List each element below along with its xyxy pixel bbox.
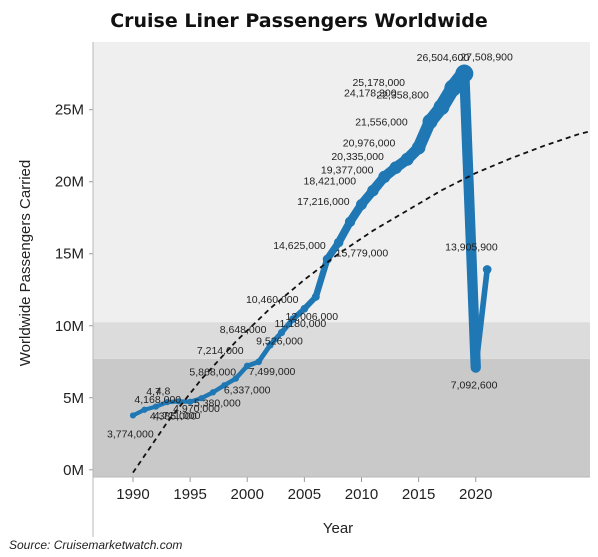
background-band <box>93 358 590 477</box>
source-note: Source: Cruisemarketwatch.com <box>9 538 183 552</box>
data-point <box>356 198 367 210</box>
data-point <box>333 237 344 248</box>
data-label: 4,168,000 <box>134 394 181 406</box>
data-label: 20,976,000 <box>343 138 396 150</box>
data-label: 4,970,000 <box>173 403 220 415</box>
data-label: 8,648,000 <box>220 324 267 336</box>
data-label: 18,421,000 <box>303 175 356 187</box>
data-point <box>141 406 148 413</box>
y-tick-label: 20M <box>55 174 84 191</box>
data-label: 4,721,000 <box>154 410 201 422</box>
y-tick-label: 15M <box>55 246 84 263</box>
chart-title: Cruise Liner Passengers Worldwide <box>110 10 488 32</box>
data-label: 12,006,000 <box>286 311 339 323</box>
data-point <box>152 403 159 410</box>
x-axis-ticks: 1990 1995 2000 2005 2010 2015 2020 <box>116 477 492 503</box>
y-axis-title: Worldwide Passengers Carried <box>17 160 34 366</box>
background-band <box>93 322 590 359</box>
x-tick-label: 2015 <box>402 486 435 503</box>
x-tick-label: 1990 <box>116 486 149 503</box>
y-tick-label: 10M <box>55 318 84 335</box>
data-point <box>389 161 403 174</box>
data-point <box>221 382 228 389</box>
x-tick-label: 2020 <box>459 486 492 503</box>
data-point <box>129 412 137 419</box>
series-segment <box>312 255 331 301</box>
data-point <box>300 304 309 313</box>
data-point <box>198 395 205 402</box>
data-label: 6,337,000 <box>224 385 271 397</box>
series-segment <box>472 266 490 371</box>
data-label: 9,526,000 <box>256 336 303 348</box>
background-bands <box>93 42 590 477</box>
data-label: 19,377,000 <box>321 165 374 177</box>
data-point <box>400 152 414 166</box>
y-tick-label: 5M <box>63 390 84 407</box>
data-label: 14,625,000 <box>273 240 326 252</box>
data-label: 5,380,000 <box>194 397 241 409</box>
data-point <box>411 140 426 155</box>
data-label: 7,214,000 <box>197 345 244 357</box>
trendline-layer <box>132 130 591 474</box>
background-band <box>93 42 590 323</box>
data-label: 22,358,800 <box>376 90 429 102</box>
data-label: 7,499,000 <box>249 366 296 378</box>
data-point <box>344 216 356 227</box>
data-point <box>378 170 391 183</box>
x-tick-label: 2000 <box>231 486 264 503</box>
data-label: 13,905,900 <box>445 241 498 253</box>
data-point <box>164 398 171 406</box>
y-tick-label: 25M <box>55 102 84 119</box>
data-point <box>255 358 263 366</box>
series-layer <box>129 64 492 419</box>
data-point <box>367 184 379 197</box>
data-point <box>277 329 286 337</box>
data-point <box>243 362 251 370</box>
data-point <box>433 99 450 116</box>
data-label: 21,556,000 <box>355 116 408 128</box>
data-point <box>311 292 320 301</box>
data-label: 3,774,000 <box>107 428 154 440</box>
data-point <box>266 341 274 349</box>
series-segment <box>459 68 481 373</box>
data-label: 20,335,000 <box>331 151 384 163</box>
data-label: 15,779,000 <box>336 248 389 260</box>
data-label: 17,216,000 <box>297 196 350 208</box>
data-label: 4,7 <box>146 386 161 398</box>
data-label: 24,178,300 <box>344 88 397 100</box>
data-point <box>422 114 438 130</box>
trendline <box>132 130 591 474</box>
data-label: 7,092,600 <box>451 380 498 392</box>
x-axis-title: Year <box>323 520 353 537</box>
data-label: 11,180,000 <box>274 318 326 330</box>
data-point <box>289 315 297 323</box>
data-label: 27,508,900 <box>460 52 513 64</box>
data-point <box>455 64 474 83</box>
data-label: 10,460,000 <box>246 294 299 306</box>
data-label: 5,868,000 <box>189 366 236 378</box>
x-tick-label: 2010 <box>345 486 378 503</box>
x-tick-label: 2005 <box>288 486 321 503</box>
data-point <box>186 398 194 405</box>
data-label: 4,385,000 <box>150 411 197 423</box>
x-tick-label: 1995 <box>173 486 206 503</box>
data-labels: 3,774,000 4,168,000 4,385,000 4,74,8 4,721,0… <box>107 52 513 441</box>
data-point <box>472 364 480 371</box>
data-point <box>175 398 182 405</box>
data-label: 25,178,000 <box>352 77 405 89</box>
data-point <box>444 79 462 97</box>
data-point <box>209 389 217 396</box>
data-point <box>482 265 492 274</box>
data-label: 4,8 <box>156 385 171 397</box>
data-point <box>232 375 240 382</box>
y-tick-label: 0M <box>63 462 84 479</box>
y-axis-ticks: 0M 5M 10M 15M 20M 25M <box>55 102 93 479</box>
data-label: 26,504,600 <box>417 52 470 64</box>
